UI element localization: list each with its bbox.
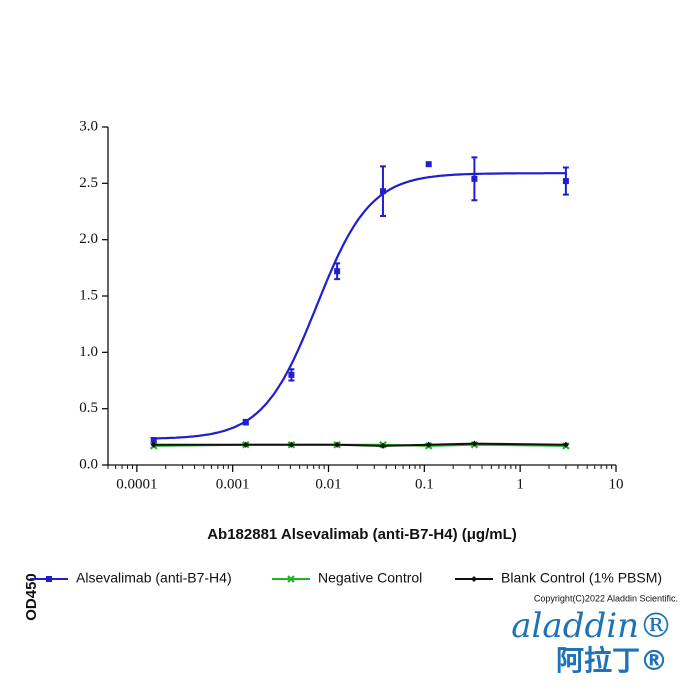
legend-marker — [471, 576, 477, 582]
data-point — [242, 441, 249, 448]
data-point — [425, 161, 432, 168]
logo-cn: 阿拉丁® — [556, 644, 668, 677]
data-point — [562, 178, 569, 185]
y-tick-label: 2.0 — [79, 231, 98, 247]
data-point — [379, 442, 386, 449]
data-point — [288, 441, 295, 448]
legend-marker — [46, 576, 52, 582]
y-tick-label: 0.0 — [79, 456, 98, 472]
x-tick-label: 0.0001 — [116, 476, 157, 492]
data-point — [425, 441, 432, 448]
legend-marker — [287, 575, 295, 583]
legend-label: Negative Control — [318, 570, 422, 586]
data-point — [471, 175, 478, 182]
y-axis-label: OD450 — [23, 573, 40, 621]
data-point — [379, 188, 386, 195]
data-point — [288, 371, 295, 378]
data-point — [242, 419, 249, 426]
legend-label: Blank Control (1% PBSM) — [501, 570, 662, 586]
y-tick-label: 1.5 — [79, 287, 98, 303]
x-tick-label: 0.1 — [415, 476, 434, 492]
x-tick-label: 0.01 — [315, 476, 341, 492]
y-tick-label: 1.0 — [79, 344, 98, 360]
data-point — [150, 437, 157, 444]
data-point — [334, 268, 341, 275]
logo: aladdin® — [511, 606, 673, 646]
x-tick-label: 0.001 — [216, 476, 250, 492]
fit-curve — [153, 172, 566, 440]
data-point — [334, 441, 341, 448]
copyright: Copyright(C)2022 Aladdin Scientific. — [534, 593, 678, 603]
data-point — [150, 441, 157, 448]
data-point — [471, 440, 478, 447]
x-tick-label: 1 — [516, 476, 524, 492]
y-tick-label: 2.5 — [79, 175, 98, 191]
x-tick-label: 10 — [609, 476, 624, 492]
legend-label: Alsevalimab (anti-B7-H4) — [76, 570, 232, 586]
y-tick-label: 0.5 — [79, 400, 98, 416]
data-point — [562, 441, 569, 448]
x-axis-label: Ab182881 Alsevalimab (anti-B7-H4) (μg/mL… — [207, 526, 517, 543]
series-line — [153, 442, 566, 447]
y-tick-label: 3.0 — [79, 118, 98, 134]
